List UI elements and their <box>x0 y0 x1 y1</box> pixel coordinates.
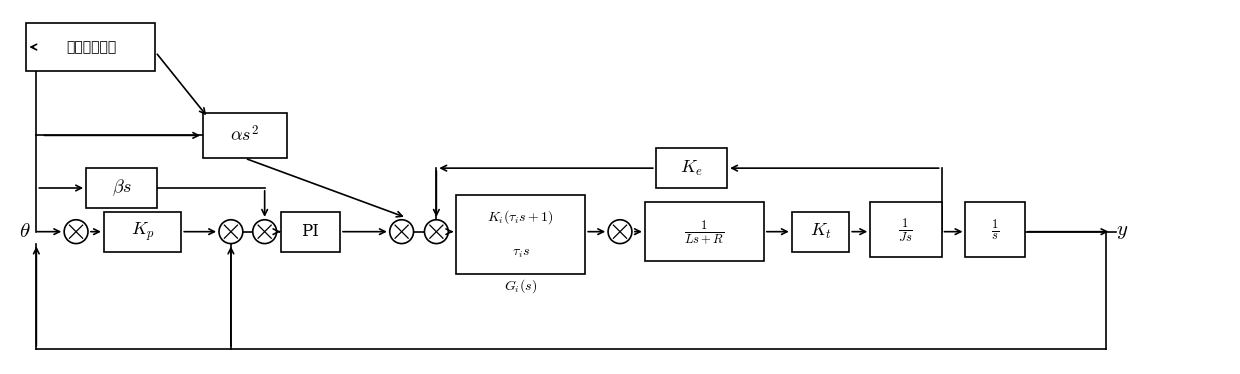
Text: $\theta$: $\theta$ <box>19 222 30 241</box>
Text: $\tau_i s$: $\tau_i s$ <box>512 245 529 260</box>
Bar <box>280 212 340 252</box>
Bar <box>645 202 764 261</box>
Circle shape <box>608 220 632 243</box>
Bar <box>870 202 941 257</box>
Text: $\frac{1}{Js}$: $\frac{1}{Js}$ <box>899 216 914 243</box>
Bar <box>203 113 288 158</box>
Bar <box>791 212 849 252</box>
Text: $K_t$: $K_t$ <box>810 222 831 241</box>
Text: 转动惯量计算: 转动惯量计算 <box>66 40 117 54</box>
Text: $K_i(\tau_i s+1)$: $K_i(\tau_i s+1)$ <box>487 208 554 226</box>
Bar <box>26 23 155 71</box>
Circle shape <box>219 220 243 243</box>
Text: $\frac{1}{Ls+R}$: $\frac{1}{Ls+R}$ <box>684 218 724 246</box>
Text: $\alpha s^2$: $\alpha s^2$ <box>231 125 259 145</box>
Circle shape <box>424 220 449 243</box>
Circle shape <box>253 220 277 243</box>
Text: $\beta s$: $\beta s$ <box>112 178 131 198</box>
Bar <box>86 168 157 208</box>
Text: $K_e$: $K_e$ <box>680 159 703 178</box>
Text: $\frac{1}{s}$: $\frac{1}{s}$ <box>991 217 999 242</box>
Bar <box>656 148 727 188</box>
Bar <box>456 195 585 275</box>
Circle shape <box>64 220 88 243</box>
Text: $y$: $y$ <box>1116 222 1128 241</box>
Circle shape <box>389 220 414 243</box>
Bar <box>104 212 181 252</box>
Text: $G_i(s)$: $G_i(s)$ <box>505 278 537 295</box>
Bar <box>966 202 1025 257</box>
Text: $K_p$: $K_p$ <box>130 221 154 243</box>
Text: PI: PI <box>301 223 319 240</box>
